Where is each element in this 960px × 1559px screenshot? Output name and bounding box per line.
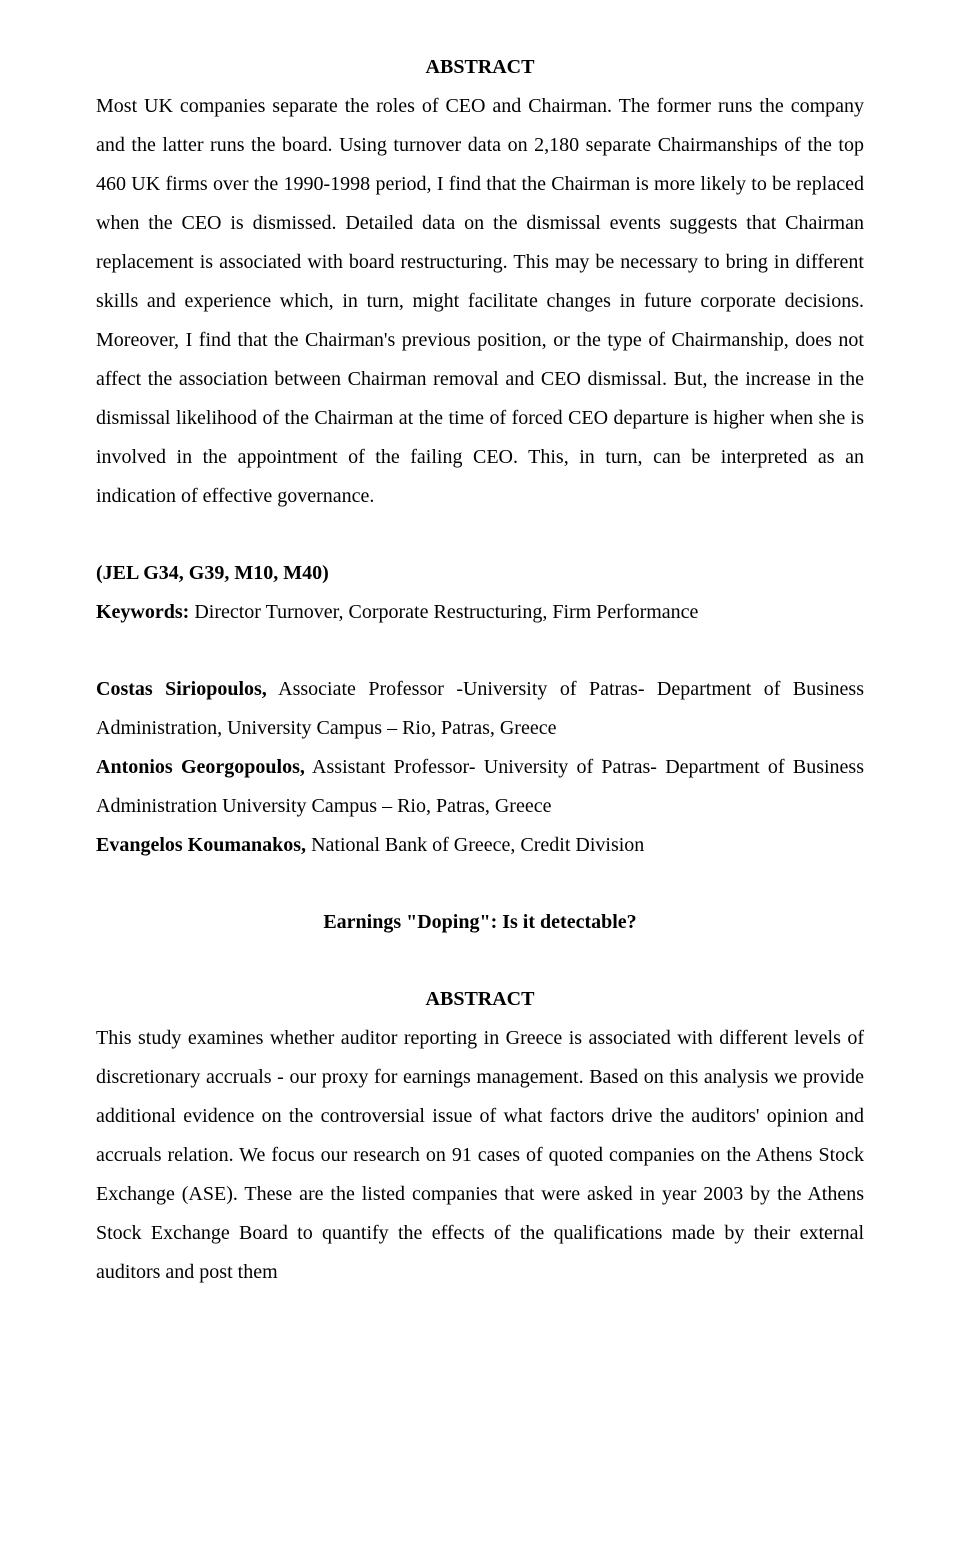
author-entry: Costas Siriopoulos, Associate Professor … <box>96 670 864 748</box>
abstract-heading-1: ABSTRACT <box>96 48 864 87</box>
keywords-text: Director Turnover, Corporate Restructuri… <box>194 601 698 623</box>
author-entry: Antonios Georgopoulos, Assistant Profess… <box>96 748 864 826</box>
author-name: Antonios Georgopoulos, <box>96 756 305 778</box>
abstract-body-2: This study examines whether auditor repo… <box>96 1019 864 1292</box>
abstract-body-1: Most UK companies separate the roles of … <box>96 87 864 516</box>
jel-codes: (JEL G34, G39, M10, M40) <box>96 554 864 593</box>
keywords-label: Keywords: <box>96 601 194 623</box>
keywords-line: Keywords: Director Turnover, Corporate R… <box>96 593 864 632</box>
authors-block: Costas Siriopoulos, Associate Professor … <box>96 670 864 865</box>
author-entry: Evangelos Koumanakos, National Bank of G… <box>96 826 864 865</box>
abstract-heading-2: ABSTRACT <box>96 980 864 1019</box>
paper-title-2: Earnings "Doping": Is it detectable? <box>96 903 864 942</box>
author-name: Costas Siriopoulos, <box>96 678 267 700</box>
author-affiliation: National Bank of Greece, Credit Division <box>306 834 644 856</box>
author-name: Evangelos Koumanakos, <box>96 834 306 856</box>
